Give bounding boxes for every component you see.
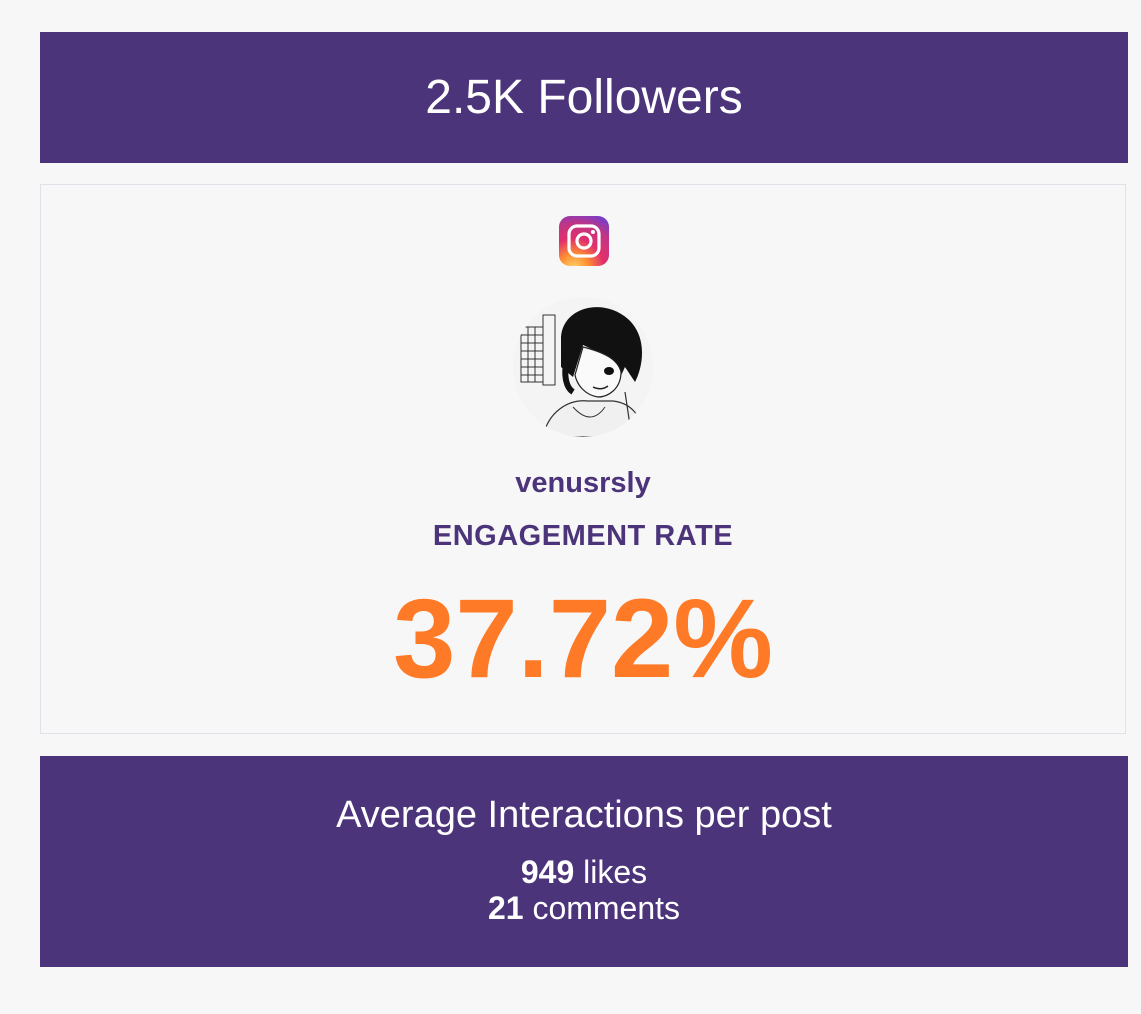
profile-card: venusrsly ENGAGEMENT RATE 37.72% <box>40 184 1126 734</box>
instagram-icon <box>559 216 609 266</box>
interactions-title: Average Interactions per post <box>336 794 832 836</box>
comments-label: comments <box>532 890 681 926</box>
engagement-rate-label: ENGAGEMENT RATE <box>432 520 734 552</box>
likes-label: likes <box>583 854 648 890</box>
followers-banner: 2.5K Followers <box>40 32 1128 163</box>
comments-stat: 21 comments <box>40 890 1128 927</box>
likes-stat: 949 likes <box>40 854 1128 891</box>
interactions-banner: Average Interactions per post 949 likes … <box>40 756 1128 967</box>
avatar-image <box>513 297 653 437</box>
engagement-rate-value: 37.72% <box>393 576 773 701</box>
likes-count: 949 <box>520 854 575 890</box>
avatar <box>513 297 653 437</box>
comments-count: 21 <box>487 890 524 926</box>
followers-count: 2.5K Followers <box>425 71 743 124</box>
username: venusrsly <box>515 467 651 499</box>
